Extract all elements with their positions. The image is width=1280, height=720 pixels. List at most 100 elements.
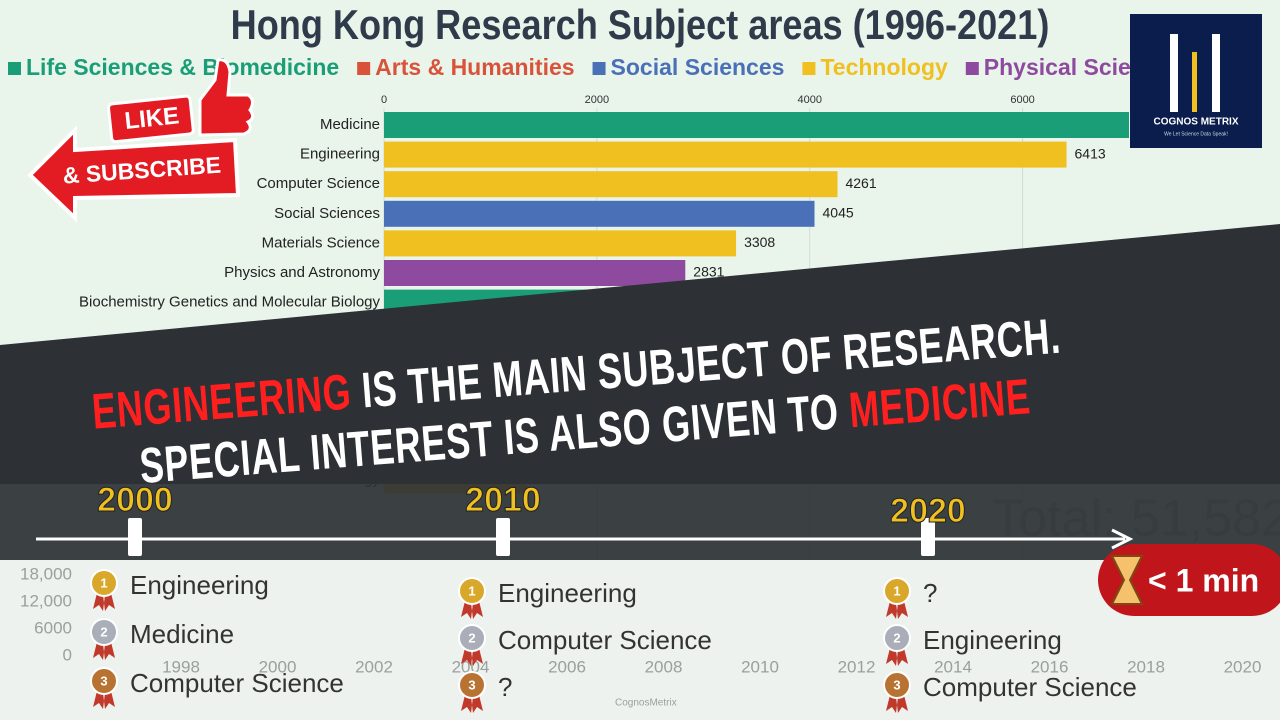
timeline-band <box>0 484 1280 560</box>
legend-swatch <box>965 62 979 75</box>
mini-x-tick: 2008 <box>645 657 683 676</box>
mini-x-tick: 2004 <box>452 657 490 676</box>
medal-number: 2 <box>893 630 900 645</box>
medal-number: 1 <box>468 583 475 598</box>
medal <box>90 618 118 646</box>
medal-ribbon <box>93 593 115 611</box>
logo-tagline: We Let Science Data Speak! <box>1164 131 1228 137</box>
logo-name: COGNOS METRIX <box>1153 117 1238 128</box>
thumb-icon <box>198 58 255 137</box>
mini-y-tick: 0 <box>63 645 72 664</box>
medal <box>458 577 486 605</box>
bar <box>384 141 1067 168</box>
medal-number: 2 <box>468 630 475 645</box>
rank-label: Medicine <box>130 619 234 649</box>
medal-ribbon <box>461 648 483 666</box>
bar <box>384 200 815 227</box>
legend-label: Technology <box>820 54 948 80</box>
medal <box>458 671 486 699</box>
mini-y-tick: 12,000 <box>20 591 72 610</box>
bar <box>384 230 737 257</box>
duration-pill <box>1098 544 1280 616</box>
legend-label: Arts & Humanities <box>375 54 574 80</box>
medal-number: 3 <box>893 677 900 692</box>
medal-ribbon <box>461 695 483 713</box>
legend-swatch <box>802 62 816 75</box>
legend-label: Life Sciences & Biomedicine <box>26 54 339 80</box>
timeline-marker <box>921 518 935 556</box>
arrow-shape <box>27 125 241 223</box>
medal-ribbon <box>93 642 115 660</box>
logo-bar <box>1170 34 1178 112</box>
mini-x-tick: 2012 <box>838 657 876 676</box>
medal-ribbon <box>886 601 908 619</box>
value-label: 3308 <box>744 234 775 250</box>
value-label: 4261 <box>845 175 876 191</box>
medal-ribbon <box>93 691 115 709</box>
rank-label: ? <box>498 672 512 702</box>
timeline-year: 2010 <box>465 481 541 519</box>
logo-bar <box>1212 34 1220 112</box>
category-label: Medicine <box>320 116 380 133</box>
mini-x-tick: 2000 <box>259 657 297 676</box>
mini-x-tick: 2018 <box>1127 657 1165 676</box>
bar <box>384 260 686 286</box>
bar <box>384 171 838 198</box>
x-tick-label: 0 <box>381 94 387 106</box>
timeline-year: 2020 <box>890 492 966 530</box>
hourglass-icon <box>1110 555 1144 605</box>
mini-x-tick: 2016 <box>1031 657 1069 676</box>
category-label: Engineering <box>300 146 380 163</box>
timeline-marker <box>496 518 510 556</box>
medal-number: 1 <box>893 583 900 598</box>
mini-x-tick: 2014 <box>934 657 972 676</box>
rank-label: Computer Science <box>498 625 712 655</box>
title: Hong Kong Research Subject areas (1996-2… <box>231 3 1050 49</box>
medal-ribbon <box>886 695 908 713</box>
legend-swatch <box>357 62 371 75</box>
like-subscribe-badge: LIKE& SUBSCRIBE <box>27 58 255 223</box>
medal-number: 3 <box>100 673 107 688</box>
watermark: CognosMetrix <box>615 698 677 709</box>
rank-label: ? <box>923 578 937 608</box>
category-label: Physics and Astronomy <box>224 264 380 281</box>
medal-number: 2 <box>100 624 107 639</box>
category-label: Social Sciences <box>274 205 380 222</box>
legend-label: Social Sciences <box>611 54 785 80</box>
bar <box>384 112 1129 138</box>
value-label: 6413 <box>1075 145 1106 161</box>
medal <box>458 624 486 652</box>
legend-swatch <box>8 62 21 75</box>
banner <box>0 224 1280 484</box>
medal <box>90 569 118 597</box>
logo: COGNOS METRIX We Let Science Data Speak! <box>1130 14 1262 148</box>
medal-ribbon <box>886 648 908 666</box>
rank-label: Engineering <box>923 625 1062 655</box>
medal <box>883 671 911 699</box>
category-label: Computer Science <box>257 175 380 192</box>
legend-swatch <box>592 62 606 75</box>
value-label: 2831 <box>693 264 724 280</box>
like-box <box>107 94 195 144</box>
medal-number: 3 <box>468 677 475 692</box>
rank-label: Computer Science <box>130 668 344 698</box>
timeline-marker <box>128 518 142 556</box>
mini-y-tick: 6000 <box>34 618 72 637</box>
x-tick-label: 6000 <box>1010 94 1034 106</box>
medal <box>883 577 911 605</box>
banner-text: ENGINEERING IS THE MAIN SUBJECT OF RESEA… <box>90 309 1063 495</box>
duration-text: < 1 min <box>1148 562 1259 598</box>
lower-panel <box>0 560 1280 720</box>
x-tick-label: 2000 <box>585 94 609 106</box>
timeline-year: 2000 <box>97 481 173 519</box>
medal <box>90 667 118 695</box>
x-tick-label: 4000 <box>797 94 821 106</box>
category-label: Biochemistry Genetics and Molecular Biol… <box>79 294 380 311</box>
rank-label: Engineering <box>498 578 637 608</box>
timeline-arrow <box>1111 528 1134 550</box>
medal-number: 1 <box>100 575 107 590</box>
medal-ribbon <box>461 601 483 619</box>
mini-x-tick: 2006 <box>548 657 586 676</box>
